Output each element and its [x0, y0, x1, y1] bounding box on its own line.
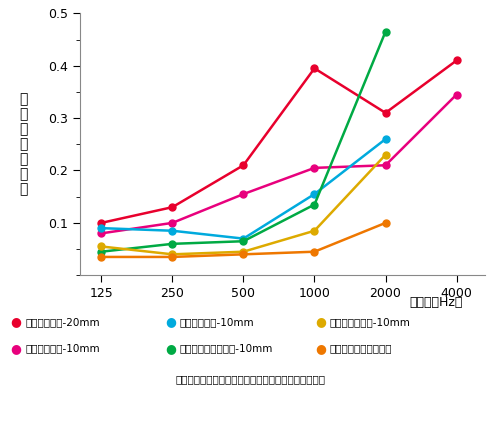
X-axis label: 周波数（Hz）: 周波数（Hz） [410, 296, 463, 309]
Text: 垂
直
入
射
吸
音
率: 垂 直 入 射 吸 音 率 [19, 92, 28, 197]
Text: ダンセラボン-20mm: ダンセラボン-20mm [25, 317, 100, 327]
Text: （上記値は測定値であり、保証値ではありません。）: （上記値は測定値であり、保証値ではありません。） [175, 375, 325, 385]
Text: ひる石系天井材-10mm: ひる石系天井材-10mm [330, 317, 411, 327]
Text: パーライト系天井材-10mm: パーライト系天井材-10mm [180, 344, 274, 353]
Text: ●: ● [315, 315, 326, 329]
Text: ダンセラボン-10mm: ダンセラボン-10mm [25, 344, 100, 353]
Text: ●: ● [10, 315, 21, 329]
Text: ブランク（モルタル）: ブランク（モルタル） [330, 344, 392, 353]
Text: ロックウール-10mm: ロックウール-10mm [180, 317, 254, 327]
Text: ●: ● [10, 342, 21, 355]
Text: ●: ● [165, 342, 176, 355]
Text: ●: ● [315, 342, 326, 355]
Text: ●: ● [165, 315, 176, 329]
